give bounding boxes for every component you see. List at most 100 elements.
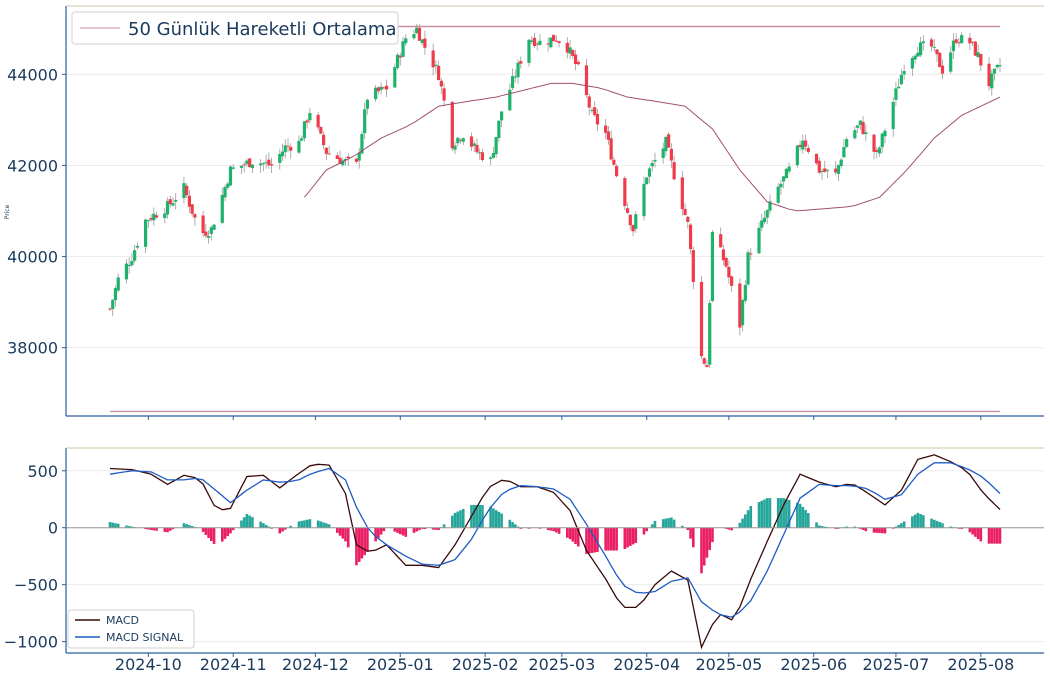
macd-histogram-bar <box>149 527 153 530</box>
candle-body <box>360 133 364 154</box>
candle-body <box>357 152 361 161</box>
candle-body <box>497 120 501 139</box>
candle-body <box>762 217 767 223</box>
macd-histogram-bar <box>423 527 427 530</box>
candle-body <box>204 231 208 236</box>
macd-histogram-bar <box>938 522 942 528</box>
candle-body <box>929 39 934 47</box>
macd-histogram-bar <box>259 521 262 528</box>
macd-histogram-bar <box>281 527 284 532</box>
macd-histogram-bar <box>941 523 944 528</box>
price-candles <box>108 23 1002 368</box>
candle-body <box>187 195 192 207</box>
macd-histogram-bar <box>875 527 879 533</box>
macd-histogram-bar <box>998 527 1002 544</box>
macd-histogram-bar <box>804 509 807 528</box>
candle-body <box>557 41 561 44</box>
candle-body <box>858 120 862 125</box>
candle-body <box>226 183 230 188</box>
macd-histogram-bar <box>749 506 753 528</box>
candle-body <box>820 171 824 173</box>
candle-body <box>108 308 112 310</box>
price-y-tick-label: 44000 <box>7 65 58 84</box>
macd-histogram-bar <box>338 527 342 536</box>
macd-histogram-bar <box>571 527 575 542</box>
macd-histogram-bar <box>229 527 232 534</box>
candle-body <box>152 213 156 221</box>
macd-histogram-bar <box>976 527 980 540</box>
candle-body <box>206 235 211 238</box>
candle-body <box>899 74 904 85</box>
macd-histogram-bar <box>108 522 112 528</box>
macd-y-tick-label: −500 <box>14 576 58 595</box>
candle-body <box>193 214 197 218</box>
macd-histogram-bar <box>670 517 673 528</box>
macd-histogram-bar <box>585 527 588 554</box>
moving-average-line <box>304 82 1001 212</box>
macd-histogram-bar <box>283 527 287 530</box>
macd-histogram-bar <box>935 520 939 528</box>
candle-body <box>201 215 205 234</box>
price-y-tick-label: 40000 <box>7 248 58 267</box>
macd-histogram-bar <box>442 524 446 528</box>
candle-body <box>261 163 265 165</box>
macd-histogram-bar <box>667 518 670 528</box>
candle-body <box>297 140 301 153</box>
macd-histogram-bar <box>642 527 646 535</box>
macd-x-tick-label: 2024-11 <box>200 655 267 674</box>
candle-body <box>532 37 537 47</box>
candle-body <box>738 283 742 328</box>
candle-body <box>845 139 849 147</box>
macd-histogram-bar <box>607 527 610 551</box>
candle-body <box>300 138 304 141</box>
macd-histogram-bar <box>861 527 865 530</box>
macd-histogram-bar <box>220 527 224 542</box>
price-legend-label: 50 Günlük Hareketli Ortalama <box>128 19 396 40</box>
macd-histogram-bar <box>763 499 766 528</box>
macd-histogram-bar <box>700 527 703 574</box>
macd-histogram-bar <box>590 527 594 553</box>
macd-histogram-bar <box>418 527 421 531</box>
signal-legend-label: MACD SIGNAL <box>106 631 184 644</box>
macd-histogram-bar <box>396 527 399 533</box>
candle-body <box>768 201 772 211</box>
candle-body <box>749 253 753 255</box>
candle-body <box>209 227 213 234</box>
candle-body <box>538 40 542 45</box>
candle-body <box>680 177 684 210</box>
macd-histogram-bar <box>995 527 999 544</box>
candle-body <box>787 166 791 172</box>
macd-histogram-bar <box>798 503 802 528</box>
macd-histogram-bar <box>393 527 397 532</box>
candle-body <box>267 159 271 166</box>
candle-body <box>113 288 118 301</box>
candle-body <box>779 183 783 188</box>
macd-histogram-bar <box>240 520 243 528</box>
macd-histogram-bar <box>475 504 479 528</box>
candle-body <box>973 41 977 56</box>
macd-histogram-bar <box>453 512 457 528</box>
macd-histogram-bar <box>125 525 128 528</box>
macd-histogram-bar <box>672 519 676 528</box>
candle-body <box>584 65 589 96</box>
candle-body <box>634 214 638 229</box>
macd-histogram-bar <box>730 527 733 531</box>
candle-body <box>223 186 227 198</box>
macd-histogram-bar <box>738 522 742 528</box>
macd-x-tick-label: 2025-08 <box>947 655 1014 674</box>
candle-body <box>746 252 750 285</box>
candle-body <box>872 134 876 152</box>
candle-body <box>801 140 805 150</box>
candle-body <box>363 109 367 134</box>
macd-histogram-bar <box>566 527 569 538</box>
macd-histogram-bar <box>615 527 618 551</box>
macd-histogram-bar <box>231 527 235 531</box>
macd-histogram-bar <box>880 527 884 534</box>
candle-body <box>595 113 600 125</box>
macd-x-ticks: 2024-10 2024-11 2024-12 2025-01 2025-02 2025-… <box>115 653 1014 674</box>
price-axes <box>65 5 1044 420</box>
candle-body <box>782 176 786 182</box>
macd-x-tick-label: 2025-02 <box>452 655 519 674</box>
price-legend-box <box>71 11 399 45</box>
